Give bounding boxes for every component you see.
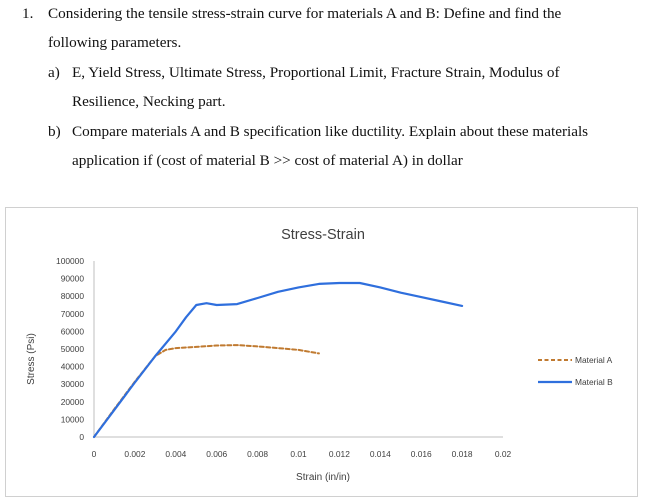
x-tick-label: 0.018 <box>452 449 473 459</box>
y-tick-label: 80000 <box>61 291 85 301</box>
part-a-label: a) <box>48 64 60 81</box>
x-axis-label: Strain (in/in) <box>296 472 350 483</box>
y-tick-label: 40000 <box>61 362 85 372</box>
x-tick-label: 0.006 <box>206 449 227 459</box>
stress-strain-chart: Stress-Strain Stress (Psi) Strain (in/in… <box>26 227 613 483</box>
x-tick-label: 0.016 <box>411 449 432 459</box>
legend-label-material-b: Material B <box>575 377 613 387</box>
axes: 0 10000 20000 30000 40000 50000 60000 70000 8000… <box>56 256 511 459</box>
y-tick-label: 90000 <box>61 274 85 284</box>
x-tick-label: 0.01 <box>290 449 307 459</box>
question-line-1: Considering the tensile stress-strain cu… <box>48 5 562 22</box>
y-tick-label: 70000 <box>61 309 85 319</box>
x-tick-label: 0.008 <box>247 449 268 459</box>
x-tick-label: 0.004 <box>165 449 186 459</box>
x-tick-label: 0.002 <box>124 449 145 459</box>
part-b-line-1: Compare materials A and B specification … <box>72 123 589 140</box>
x-tick-label: 0 <box>92 449 97 459</box>
part-a-line-1: E, Yield Stress, Ultimate Stress, Propor… <box>72 64 560 81</box>
y-tick-label: 30000 <box>61 379 85 389</box>
legend: Material A Material B <box>538 355 613 387</box>
y-tick-label: 50000 <box>61 344 85 354</box>
x-tick-label: 0.02 <box>495 449 512 459</box>
chart-container: Stress-Strain Stress (Psi) Strain (in/in… <box>5 207 638 497</box>
y-axis-label: Stress (Psi) <box>26 333 37 385</box>
x-tick-label: 0.012 <box>329 449 350 459</box>
legend-label-material-a: Material A <box>575 355 613 365</box>
question-number: 1. <box>22 5 34 22</box>
series-line-material-b <box>92 281 464 439</box>
y-tick-label: 20000 <box>61 397 85 407</box>
question-line-2: following parameters. <box>48 34 182 51</box>
chart-title: Stress-Strain <box>281 227 365 243</box>
series-group <box>92 281 464 439</box>
y-tick-label: 100000 <box>56 256 84 266</box>
y-tick-label: 0 <box>79 432 84 442</box>
part-a-line-2: Resilience, Necking part. <box>72 93 226 110</box>
y-tick-label: 60000 <box>61 326 85 336</box>
part-b-line-2: application if (cost of material B >> co… <box>72 152 463 169</box>
x-tick-label: 0.014 <box>370 449 391 459</box>
y-tick-label: 10000 <box>61 414 85 424</box>
part-b-label: b) <box>48 123 61 140</box>
